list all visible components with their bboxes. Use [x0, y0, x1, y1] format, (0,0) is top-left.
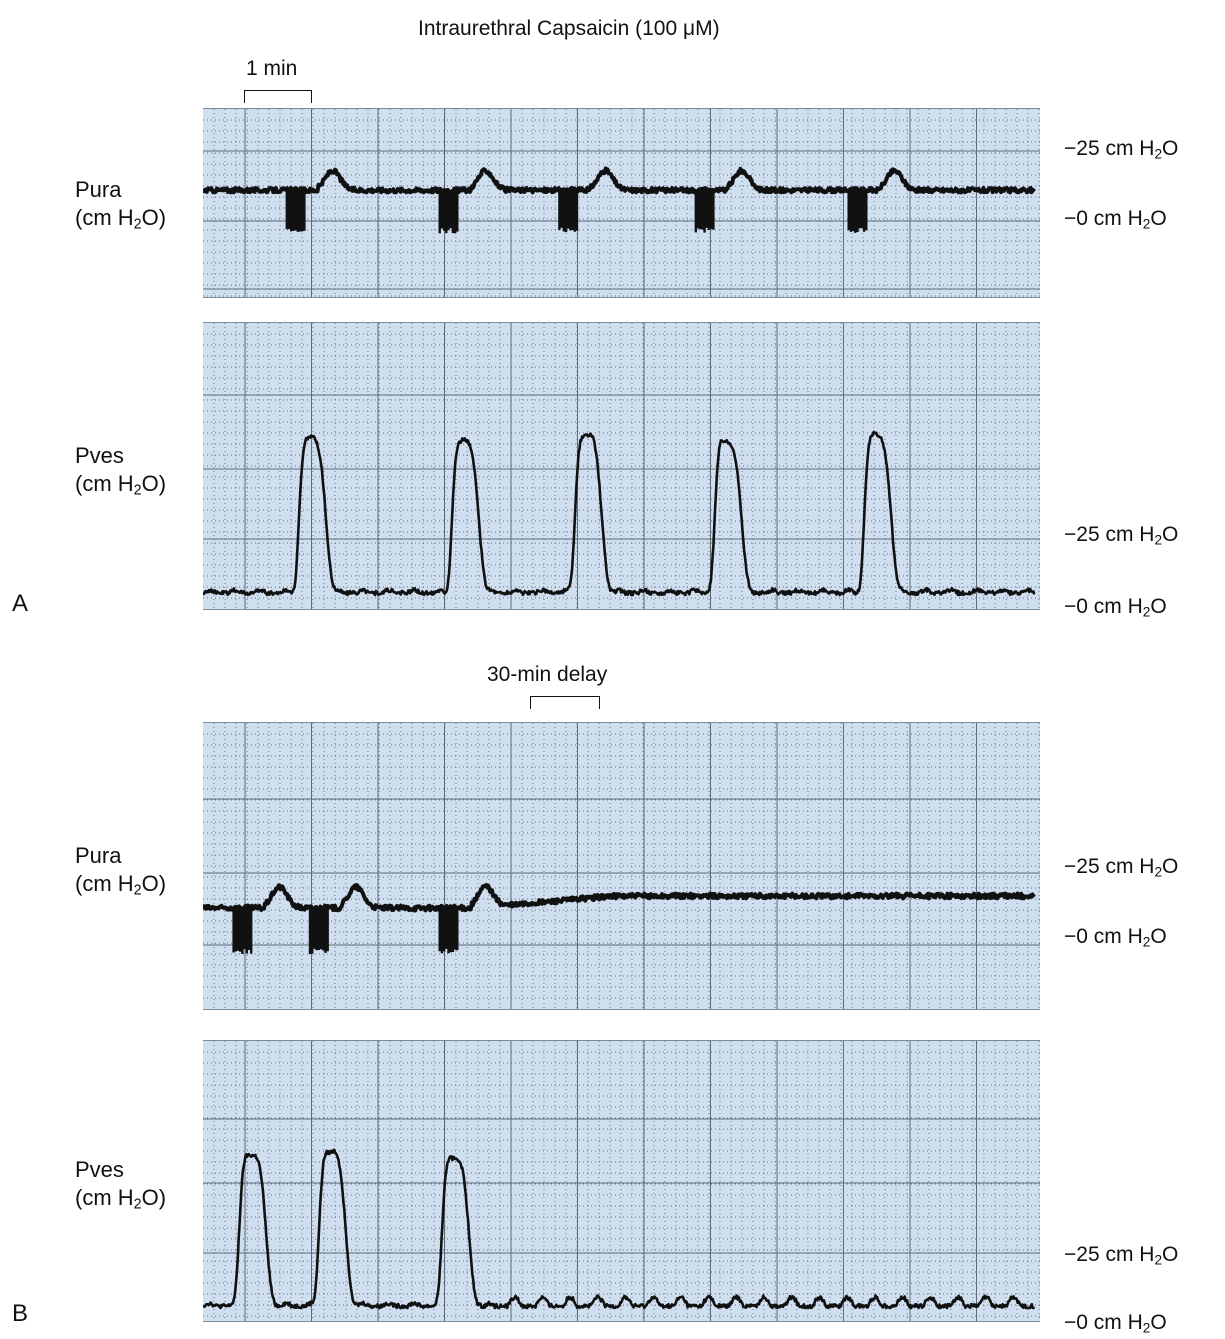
- minor-grid: [203, 323, 1040, 609]
- pura-unit-b: (cm H2O): [75, 870, 166, 900]
- pura-trace: [203, 166, 1036, 195]
- scale-sub: 2: [1142, 934, 1151, 950]
- scale-text: −25 cm H: [1064, 137, 1155, 160]
- unit-sub: 2: [133, 216, 142, 233]
- scale-tail: O: [1150, 595, 1167, 618]
- scale-sub: 2: [1142, 604, 1151, 620]
- scale-a-pves-0: −0 cm H2O: [1064, 596, 1167, 619]
- scale-sub: 2: [1154, 1252, 1163, 1268]
- scale-text: −0 cm H: [1064, 925, 1143, 948]
- pura-burst: [285, 190, 306, 232]
- scale-a-pura-0: −0 cm H2O: [1064, 208, 1167, 231]
- scale-bar-a: [244, 90, 312, 103]
- pves-label-b: Pves (cm H2O): [75, 1156, 166, 1214]
- strip-b-pura: [203, 722, 1040, 1010]
- scale-bar-label-b: 30-min delay: [487, 663, 608, 686]
- pura-burst: [694, 190, 715, 233]
- panel-letter-a: A: [12, 590, 29, 617]
- strip-a-pves: [203, 322, 1040, 610]
- grid-a-pura: [203, 109, 1040, 297]
- major-grid: [203, 109, 1040, 297]
- pura-burst: [438, 908, 459, 954]
- minor-grid: [203, 1041, 1040, 1321]
- pura-burst: [308, 908, 329, 955]
- scale-sub: 2: [1154, 146, 1163, 162]
- pura-burst: [438, 190, 459, 234]
- scale-b-pves-0: −0 cm H2O: [1064, 1312, 1167, 1335]
- scale-text: −0 cm H: [1064, 207, 1143, 230]
- scale-tail: O: [1150, 1311, 1167, 1334]
- scale-tail: O: [1162, 137, 1179, 160]
- pves-name-b: Pves: [75, 1157, 124, 1182]
- panel-letter-b: B: [12, 1300, 29, 1327]
- pves-name-a: Pves: [75, 443, 124, 468]
- pura-burst: [232, 908, 253, 954]
- grid-b-pves: [203, 1041, 1040, 1321]
- pura-name-b: Pura: [75, 843, 122, 868]
- unit-close: O): [141, 470, 167, 496]
- scale-sub: 2: [1142, 216, 1151, 232]
- pves-unit-b: (cm H2O): [75, 1184, 166, 1214]
- scale-text: −25 cm H: [1064, 523, 1155, 546]
- grid-b-pura: [203, 723, 1040, 1009]
- minor-grid: [203, 109, 1040, 297]
- grid-a-pves: [203, 323, 1040, 609]
- pves-unit-a: (cm H2O): [75, 470, 166, 500]
- scale-text: −25 cm H: [1064, 1243, 1155, 1266]
- unit-sub: 2: [133, 482, 142, 499]
- pves-trace: [203, 430, 1036, 597]
- scale-a-pves-25: −25 cm H2O: [1064, 524, 1178, 547]
- scale-a-pura-25: −25 cm H2O: [1064, 138, 1178, 161]
- scale-bar-label-a: 1 min: [246, 57, 298, 80]
- scale-tail: O: [1162, 1243, 1179, 1266]
- scale-b-pves-25: −25 cm H2O: [1064, 1244, 1178, 1267]
- unit-sub: 2: [133, 1196, 142, 1213]
- scale-tail: O: [1150, 925, 1167, 948]
- pura-label-a: Pura (cm H2O): [75, 176, 166, 234]
- major-grid: [203, 1041, 1040, 1321]
- pura-trace: [203, 883, 1036, 913]
- pura-unit-a: (cm H2O): [75, 204, 166, 234]
- major-grid: [203, 323, 1040, 609]
- delay-bracket-b: [530, 696, 600, 709]
- unit-close: O): [141, 870, 167, 896]
- pves-label-a: Pves (cm H2O): [75, 442, 166, 500]
- unit-open: (cm H: [75, 870, 134, 896]
- figure-title: Intraurethral Capsaicin (100 μM): [418, 17, 720, 40]
- pura-label-b: Pura (cm H2O): [75, 842, 166, 900]
- unit-open: (cm H: [75, 1184, 134, 1210]
- pura-burst: [558, 190, 579, 233]
- scale-tail: O: [1162, 523, 1179, 546]
- scale-text: −25 cm H: [1064, 855, 1155, 878]
- unit-close: O): [141, 204, 167, 230]
- major-grid: [203, 723, 1040, 1009]
- pura-name-a: Pura: [75, 177, 122, 202]
- scale-sub: 2: [1154, 532, 1163, 548]
- scale-sub: 2: [1142, 1320, 1151, 1336]
- unit-open: (cm H: [75, 470, 134, 496]
- scale-tail: O: [1150, 207, 1167, 230]
- scale-b-pura-0: −0 cm H2O: [1064, 926, 1167, 949]
- pves-trace: [203, 1148, 1036, 1310]
- minor-grid: [203, 723, 1040, 1009]
- scale-text: −0 cm H: [1064, 595, 1143, 618]
- strip-b-pves: [203, 1040, 1040, 1322]
- scale-text: −0 cm H: [1064, 1311, 1143, 1334]
- unit-sub: 2: [133, 882, 142, 899]
- scale-sub: 2: [1154, 864, 1163, 880]
- strip-a-pura: [203, 108, 1040, 298]
- unit-close: O): [141, 1184, 167, 1210]
- scale-tail: O: [1162, 855, 1179, 878]
- pura-burst: [847, 190, 868, 233]
- scale-b-pura-25: −25 cm H2O: [1064, 856, 1178, 879]
- unit-open: (cm H: [75, 204, 134, 230]
